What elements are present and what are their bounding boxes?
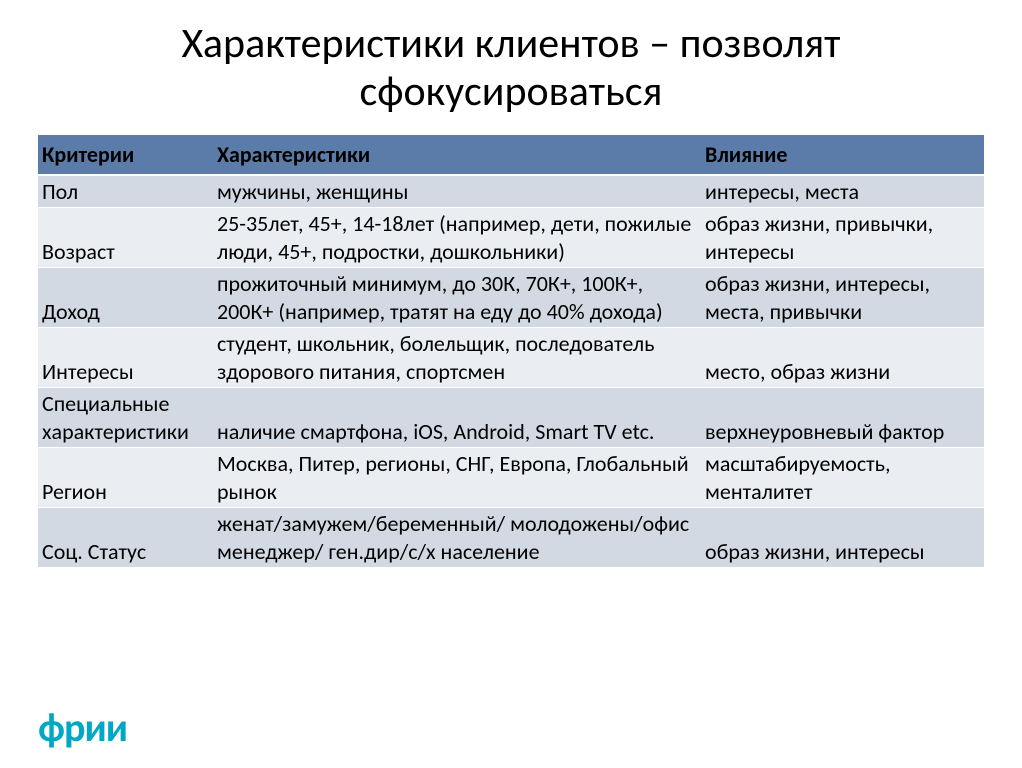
cell-influence: образ жизни, привычки, интересы: [701, 208, 984, 268]
cell-characteristics: Москва, Питер, регионы, СНГ, Европа, Гло…: [213, 448, 701, 508]
table-row: Полмужчины, женщиныинтересы, места: [38, 175, 984, 208]
characteristics-table: Критерии Характеристики Влияние Полмужчи…: [38, 135, 984, 569]
table-row: Соц. Статусженат/замужем/беременный/ мол…: [38, 508, 984, 568]
cell-criteria: Возраст: [38, 208, 213, 268]
table-row: РегионМосква, Питер, регионы, СНГ, Европ…: [38, 448, 984, 508]
cell-criteria: Интересы: [38, 328, 213, 388]
cell-characteristics: мужчины, женщины: [213, 175, 701, 208]
cell-characteristics: наличие смартфона, iOS, Android, Smart T…: [213, 388, 701, 448]
table-row: Интересыстудент, школьник, болельщик, по…: [38, 328, 984, 388]
cell-criteria: Регион: [38, 448, 213, 508]
cell-characteristics: прожиточный минимум, до 30К, 70К+, 100К+…: [213, 268, 701, 328]
table-row: Специальные характеристикиналичие смартф…: [38, 388, 984, 448]
cell-criteria: Специальные характеристики: [38, 388, 213, 448]
cell-criteria: Доход: [38, 268, 213, 328]
cell-influence: верхнеуровневый фактор: [701, 388, 984, 448]
cell-criteria: Пол: [38, 175, 213, 208]
cell-influence: масштабируемость, менталитет: [701, 448, 984, 508]
table-row: Доходпрожиточный минимум, до 30К, 70К+, …: [38, 268, 984, 328]
cell-characteristics: женат/замужем/беременный/ молодожены/офи…: [213, 508, 701, 568]
cell-influence: интересы, места: [701, 175, 984, 208]
table-row: Возраст25-35лет, 45+, 14-18лет (например…: [38, 208, 984, 268]
slide: Характеристики клиентов – позволят сфоку…: [0, 0, 1022, 768]
cell-characteristics: студент, школьник, болельщик, последоват…: [213, 328, 701, 388]
frii-logo: фрии: [38, 703, 127, 752]
cell-influence: образ жизни, интересы: [701, 508, 984, 568]
cell-influence: образ жизни, интересы, места, привычки: [701, 268, 984, 328]
col-header-influence: Влияние: [701, 135, 984, 175]
cell-influence: место, образ жизни: [701, 328, 984, 388]
col-header-characteristics: Характеристики: [213, 135, 701, 175]
table-header-row: Критерии Характеристики Влияние: [38, 135, 984, 175]
slide-title: Характеристики клиентов – позволят сфоку…: [38, 20, 984, 117]
cell-characteristics: 25-35лет, 45+, 14-18лет (например, дети,…: [213, 208, 701, 268]
col-header-criteria: Критерии: [38, 135, 213, 175]
cell-criteria: Соц. Статус: [38, 508, 213, 568]
